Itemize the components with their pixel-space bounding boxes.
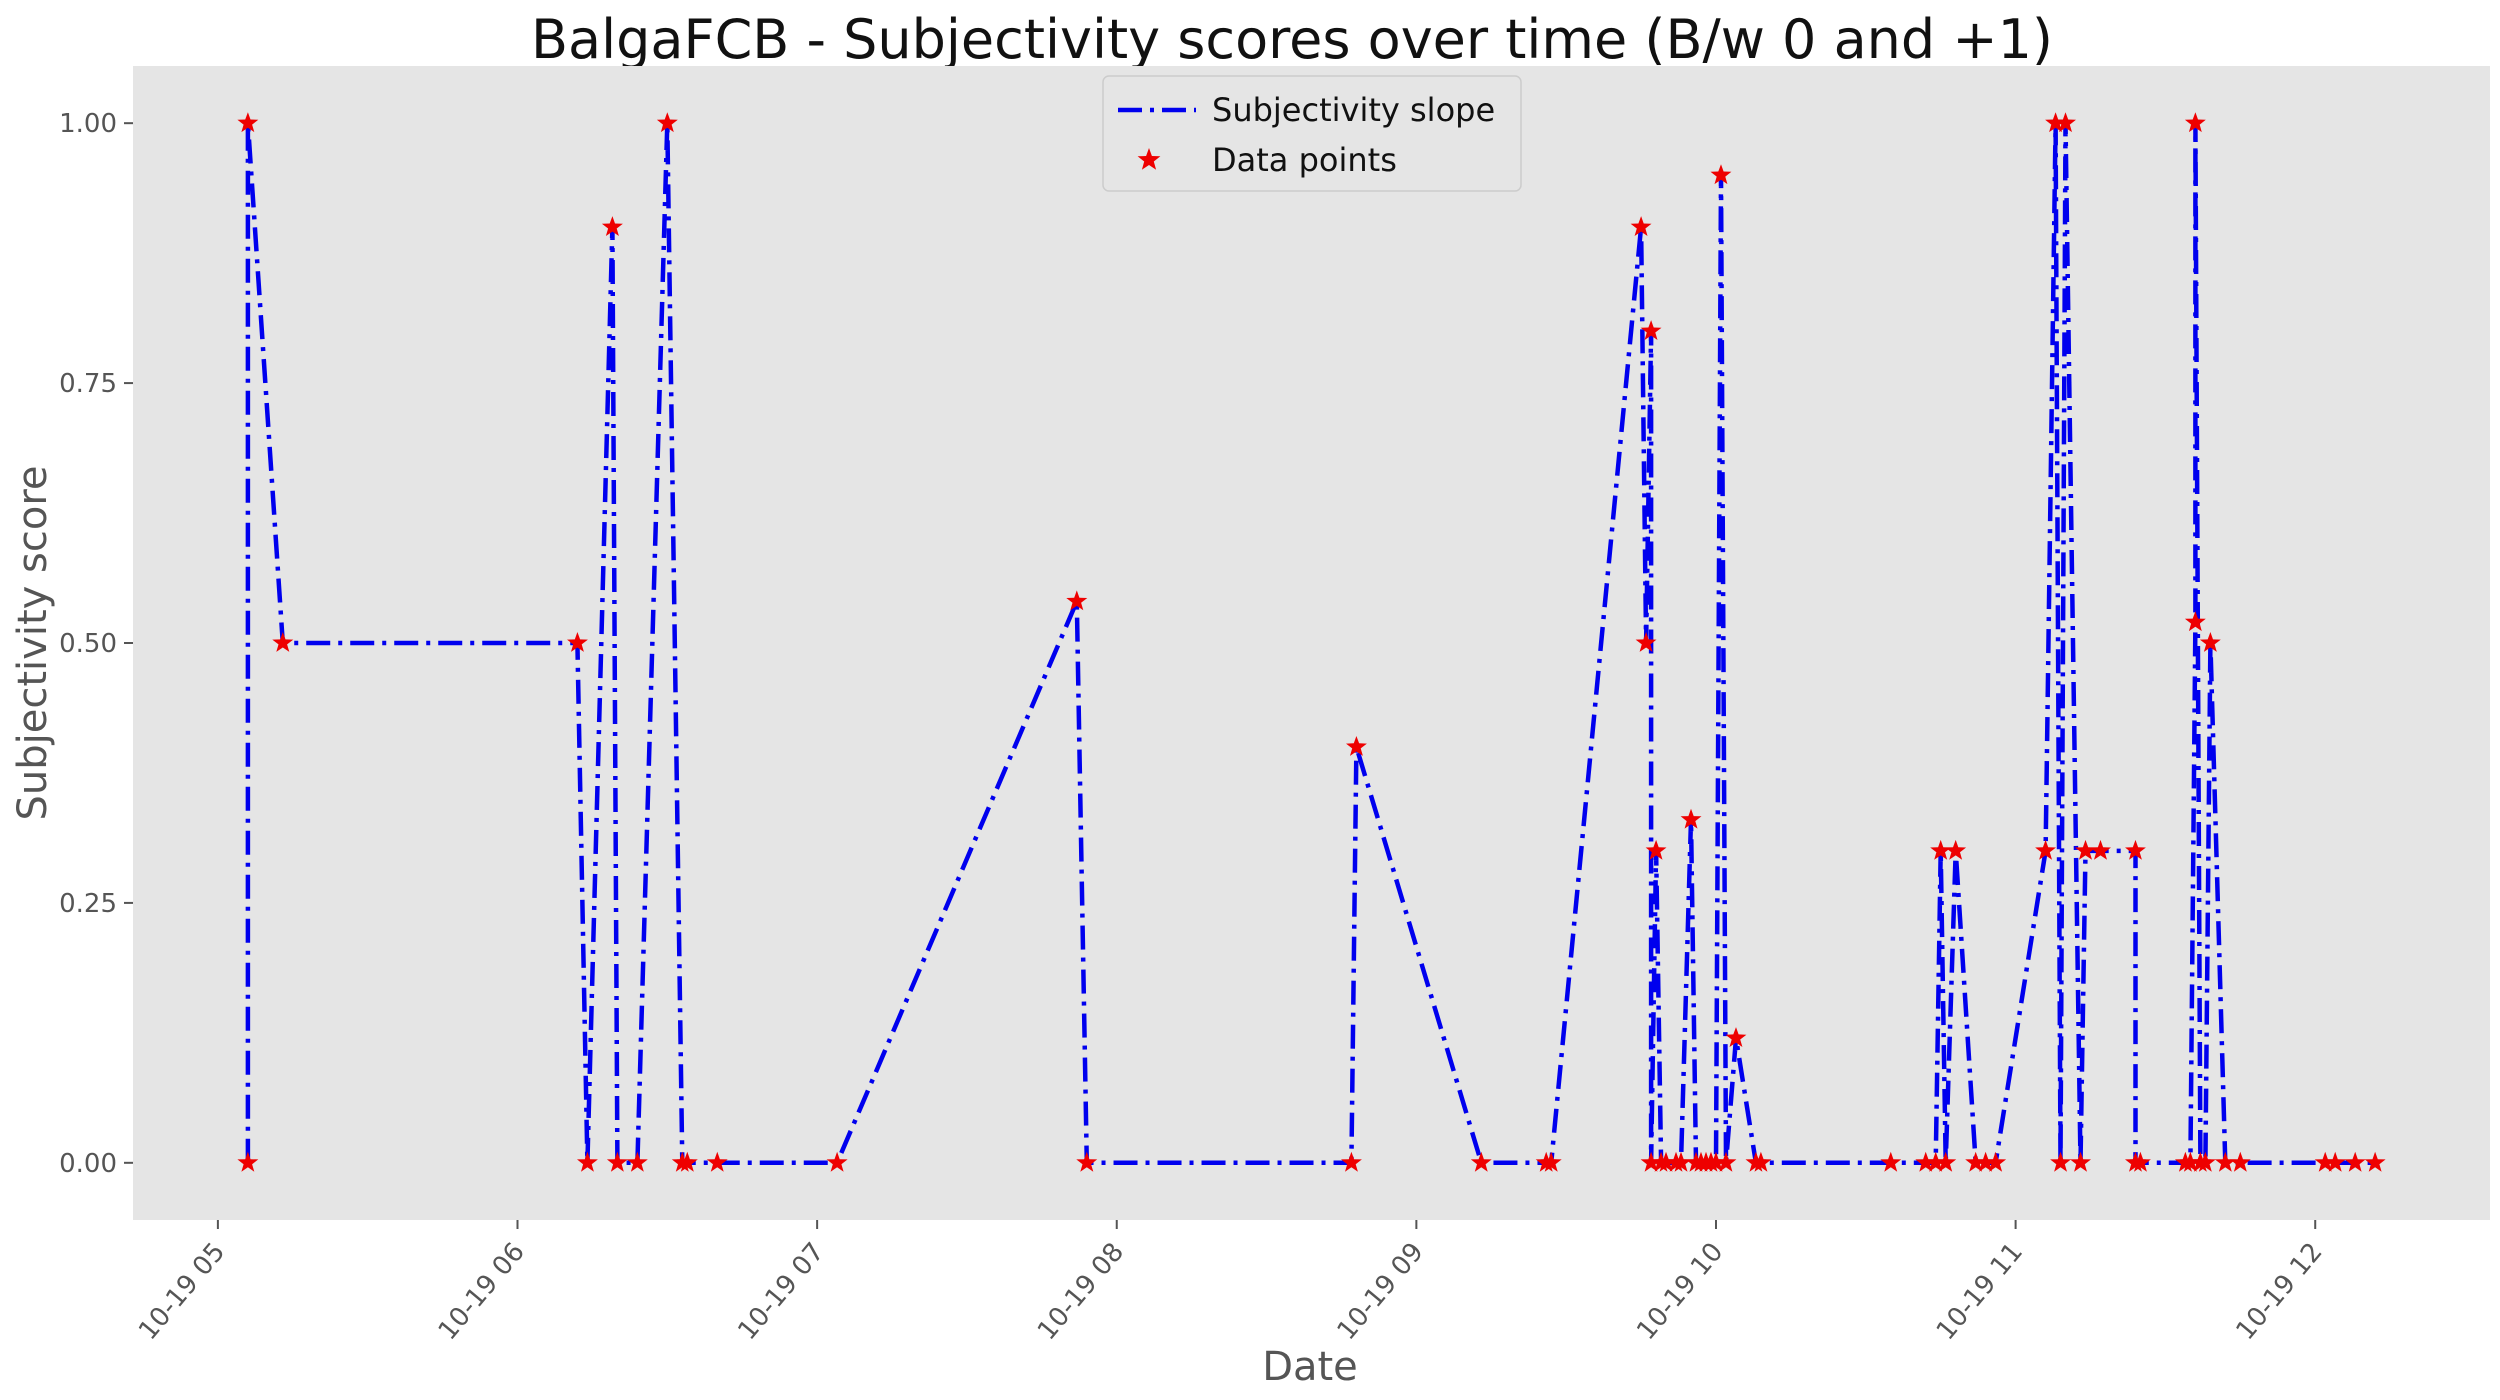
legend: Subjectivity slope Data points bbox=[1102, 75, 1522, 192]
data-point bbox=[2130, 1151, 2151, 1172]
data-point bbox=[2344, 1151, 2366, 1172]
data-point bbox=[1935, 1151, 1957, 1172]
data-point bbox=[1715, 1151, 1737, 1172]
x-tick-label: 10-19 05 bbox=[133, 1237, 231, 1346]
data-point bbox=[1630, 216, 1652, 236]
legend-box bbox=[1102, 75, 1522, 192]
data-point bbox=[237, 112, 259, 133]
data-point bbox=[1346, 736, 1367, 756]
data-point bbox=[1725, 1027, 1747, 1047]
x-axis-label: Date bbox=[1262, 1344, 1358, 1390]
data-point bbox=[1076, 1151, 1098, 1172]
data-point bbox=[1710, 164, 1732, 185]
data-point bbox=[2179, 1151, 2201, 1172]
data-point bbox=[2075, 839, 2096, 860]
y-axis-ticks: 0.00 0.25 0.50 0.75 1.00 bbox=[59, 109, 133, 1179]
data-point bbox=[1635, 632, 1657, 652]
data-point bbox=[1985, 1151, 2007, 1172]
data-point bbox=[2194, 1151, 2216, 1172]
data-point bbox=[1640, 1151, 1662, 1172]
data-point bbox=[2035, 839, 2056, 860]
data-point bbox=[2199, 632, 2221, 652]
data-point bbox=[1880, 1151, 1902, 1172]
data-point bbox=[2184, 112, 2206, 133]
x-tick-label: 10-19 10 bbox=[1631, 1237, 1729, 1346]
data-point bbox=[1470, 1151, 1492, 1172]
plot-area bbox=[133, 66, 2490, 1220]
data-point bbox=[826, 1151, 848, 1172]
data-point bbox=[1930, 839, 1952, 860]
x-tick-label: 10-19 11 bbox=[1931, 1237, 2029, 1346]
data-point bbox=[2090, 839, 2111, 860]
data-point bbox=[2214, 1151, 2236, 1172]
y-tick-label: 0.00 bbox=[59, 1149, 117, 1179]
data-point bbox=[2314, 1151, 2336, 1172]
data-point bbox=[1645, 839, 1667, 860]
data-point bbox=[1341, 1151, 1362, 1172]
x-tick-label: 10-19 12 bbox=[2230, 1237, 2328, 1346]
data-point bbox=[1965, 1151, 1987, 1172]
data-point bbox=[1640, 320, 1662, 340]
data-point bbox=[1750, 1151, 1772, 1172]
y-tick-label: 1.00 bbox=[59, 109, 117, 139]
data-point bbox=[2125, 839, 2146, 860]
x-axis-ticks: 10-19 05 10-19 06 10-19 07 10-19 08 10-19 09… bbox=[133, 1220, 2329, 1346]
data-point bbox=[2229, 1151, 2251, 1172]
data-point bbox=[626, 1151, 648, 1172]
data-point bbox=[1945, 839, 1967, 860]
data-point bbox=[1066, 590, 1088, 611]
x-tick-label: 10-19 07 bbox=[732, 1237, 830, 1346]
y-tick-label: 0.75 bbox=[59, 369, 117, 399]
y-axis-label: Subjectivity score bbox=[10, 466, 56, 821]
data-point bbox=[1680, 808, 1702, 829]
data-point bbox=[2324, 1151, 2346, 1172]
data-point bbox=[2050, 1151, 2071, 1172]
data-point bbox=[606, 1151, 628, 1172]
legend-star-swatch bbox=[1137, 148, 1161, 170]
y-tick-label: 0.50 bbox=[59, 629, 117, 659]
data-point bbox=[567, 632, 588, 652]
data-point bbox=[2364, 1151, 2386, 1172]
data-point bbox=[1540, 1151, 1562, 1172]
data-point bbox=[1670, 1151, 1692, 1172]
data-point bbox=[1915, 1151, 1937, 1172]
data-point bbox=[1705, 1151, 1727, 1172]
x-tick-label: 10-19 09 bbox=[1332, 1237, 1430, 1346]
data-point bbox=[2045, 112, 2066, 133]
data-point bbox=[656, 112, 678, 133]
data-point bbox=[272, 632, 294, 652]
data-point bbox=[2184, 611, 2206, 632]
x-tick-label: 10-19 08 bbox=[1032, 1237, 1130, 1346]
x-tick-label: 10-19 06 bbox=[433, 1237, 531, 1346]
data-points bbox=[237, 112, 2386, 1172]
y-tick-label: 0.25 bbox=[59, 889, 117, 919]
legend-label-slope: Subjectivity slope bbox=[1212, 91, 1495, 129]
data-point bbox=[577, 1151, 598, 1172]
data-point bbox=[1925, 1151, 1947, 1172]
data-point bbox=[237, 1151, 259, 1172]
data-point bbox=[1655, 1151, 1677, 1172]
data-point bbox=[2070, 1151, 2091, 1172]
data-point bbox=[601, 216, 623, 236]
data-point bbox=[1975, 1151, 1997, 1172]
legend-label-points: Data points bbox=[1212, 141, 1397, 179]
chart-title: BalgaFCB - Subjectivity scores over time… bbox=[531, 8, 2053, 71]
data-point bbox=[676, 1151, 698, 1172]
data-point bbox=[2055, 112, 2076, 133]
data-point bbox=[706, 1151, 728, 1172]
